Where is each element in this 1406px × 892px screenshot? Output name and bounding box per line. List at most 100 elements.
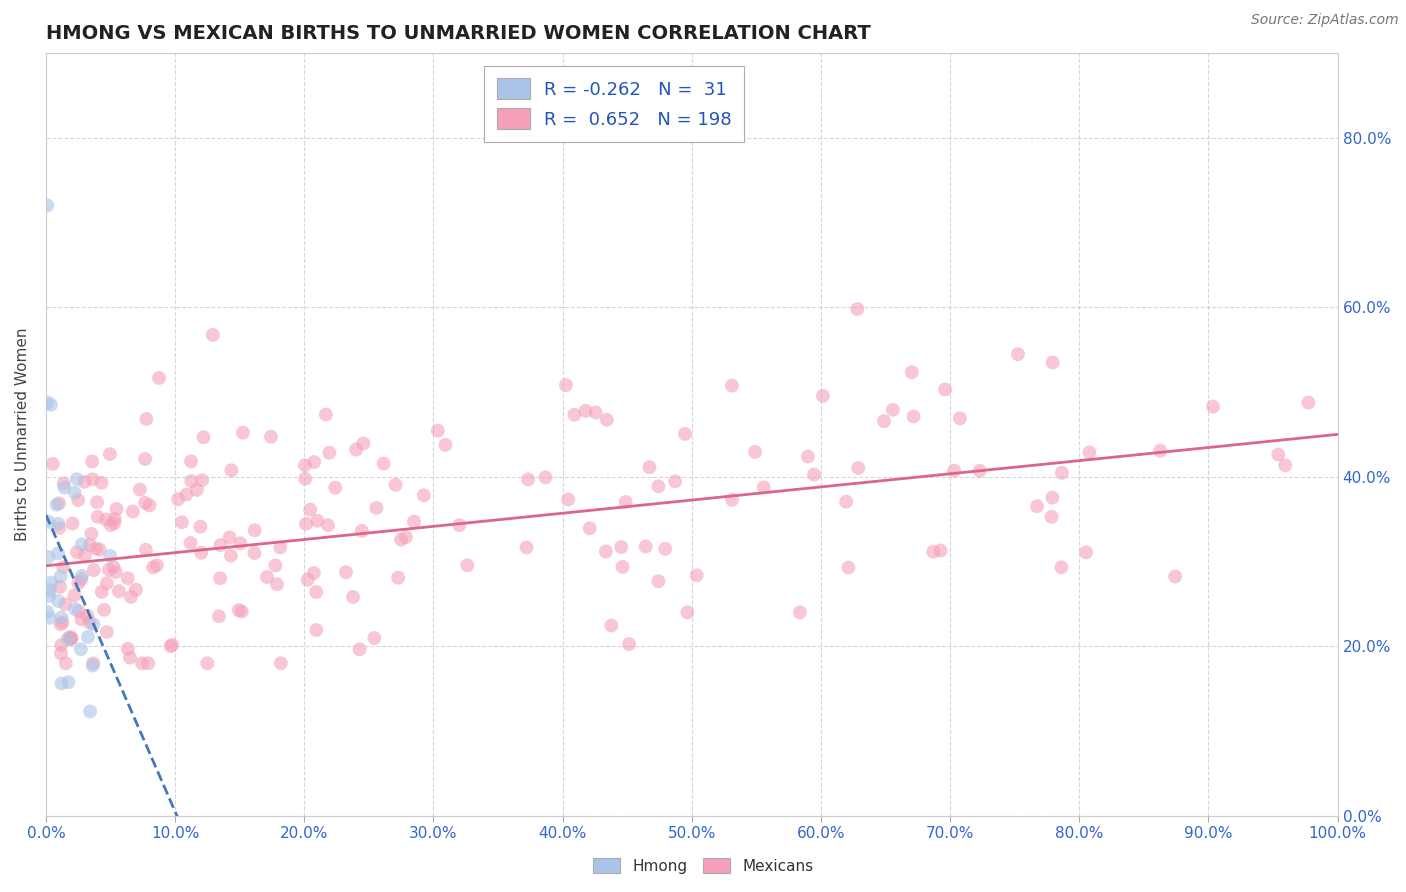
Point (67, 493, 90, 508)
Point (595, 544, 617, 558)
Point (148, 371, 170, 385)
Point (647, 479, 669, 493)
Point (534, 470, 557, 484)
Point (37, 395, 59, 409)
Point (456, 558, 478, 573)
Point (70, 612, 93, 626)
Point (349, 642, 371, 657)
Point (232, 425, 254, 440)
Point (811, 389, 834, 403)
Point (90, 475, 112, 490)
Point (93, 603, 115, 617)
Point (789, 606, 811, 620)
Point (1050, 466, 1073, 480)
Point (846, 461, 869, 475)
Point (96, 576, 118, 591)
Point (86, 509, 108, 524)
Point (63, 485, 86, 500)
Point (297, 573, 319, 587)
Point (39, 398, 62, 412)
Point (37, 198, 59, 212)
Point (62, 516, 84, 531)
Point (193, 430, 215, 444)
Point (219, 549, 242, 563)
Point (228, 603, 250, 617)
Point (634, 540, 657, 554)
Point (673, 426, 696, 441)
Point (402, 515, 425, 529)
Point (73, 475, 96, 489)
Point (335, 566, 357, 580)
Point (160, 638, 183, 652)
Point (1078, 445, 1101, 459)
Point (949, 411, 972, 425)
Point (434, 438, 457, 452)
Point (80, 526, 103, 541)
Point (55, 657, 77, 671)
Point (307, 514, 329, 528)
Point (82, 657, 104, 671)
Point (323, 481, 346, 495)
Point (344, 442, 367, 457)
Point (51, 615, 73, 630)
Point (38, 611, 60, 625)
Point (53, 597, 76, 611)
Point (84, 541, 107, 556)
Point (260, 430, 283, 444)
Point (180, 536, 202, 550)
Point (79, 538, 101, 552)
Point (943, 464, 966, 478)
Point (53, 481, 76, 495)
Point (117, 642, 139, 657)
Point (159, 639, 181, 653)
Text: Source: ZipAtlas.com: Source: ZipAtlas.com (1251, 13, 1399, 28)
Point (42, 457, 65, 471)
Point (585, 405, 607, 419)
Point (190, 546, 212, 560)
Point (83, 563, 105, 577)
Point (63, 602, 86, 616)
Point (46, 516, 69, 531)
Point (82, 454, 104, 468)
Point (135, 542, 157, 557)
Point (37, 605, 59, 619)
Point (108, 584, 131, 599)
Point (96, 625, 118, 640)
Point (134, 452, 156, 467)
Point (79, 615, 101, 630)
Point (555, 378, 578, 392)
Point (366, 500, 388, 515)
Point (105, 502, 128, 516)
Point (412, 488, 434, 502)
Point (51, 610, 73, 624)
Point (426, 424, 449, 438)
Point (37, 515, 59, 529)
Point (136, 657, 159, 671)
Point (617, 637, 640, 651)
Point (299, 502, 322, 516)
Point (229, 536, 252, 550)
Point (58, 675, 80, 690)
Point (131, 657, 153, 671)
Point (49, 646, 72, 660)
Point (120, 590, 142, 604)
Point (46, 546, 69, 560)
Point (835, 494, 858, 508)
Point (243, 546, 266, 560)
Point (838, 560, 860, 574)
Point (934, 383, 956, 397)
Point (180, 454, 202, 468)
Point (352, 436, 374, 450)
Point (46, 594, 69, 608)
Point (49, 617, 72, 632)
Point (67, 604, 90, 618)
Point (516, 541, 538, 555)
Point (882, 402, 904, 417)
Point (79, 705, 101, 719)
Point (596, 413, 619, 427)
Point (60, 632, 83, 646)
Point (170, 515, 193, 529)
Point (38, 589, 60, 603)
Point (389, 533, 412, 547)
Point (67, 576, 90, 591)
